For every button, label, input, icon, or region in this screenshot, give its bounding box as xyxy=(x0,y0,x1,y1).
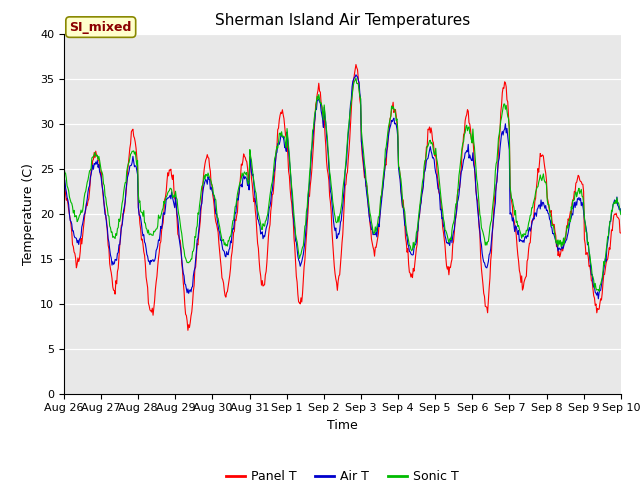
Sonic T xyxy=(214,215,221,220)
Air T xyxy=(214,218,221,224)
Line: Sonic T: Sonic T xyxy=(64,78,621,291)
Air T xyxy=(352,72,360,78)
Air T xyxy=(411,242,419,248)
Line: Air T: Air T xyxy=(64,75,621,299)
Sonic T xyxy=(617,212,625,217)
Sonic T xyxy=(70,207,78,213)
Panel T xyxy=(60,177,68,182)
Panel T xyxy=(185,322,193,328)
Panel T xyxy=(214,229,222,235)
Panel T xyxy=(352,61,360,67)
Air T xyxy=(60,175,68,181)
Title: Sherman Island Air Temperatures: Sherman Island Air Temperatures xyxy=(215,13,470,28)
Panel T xyxy=(184,327,192,333)
Sonic T xyxy=(352,75,360,81)
Air T xyxy=(127,162,135,168)
Panel T xyxy=(70,249,78,255)
Sonic T xyxy=(428,141,435,147)
Panel T xyxy=(127,129,135,134)
Sonic T xyxy=(595,288,603,294)
Sonic T xyxy=(184,260,192,265)
Line: Panel T: Panel T xyxy=(64,64,621,330)
Air T xyxy=(428,148,435,154)
Air T xyxy=(595,296,602,301)
Sonic T xyxy=(411,240,419,246)
Air T xyxy=(617,209,625,215)
Legend: Panel T, Air T, Sonic T: Panel T, Air T, Sonic T xyxy=(221,465,464,480)
Air T xyxy=(70,233,78,239)
Panel T xyxy=(412,253,419,259)
Panel T xyxy=(617,230,625,236)
Panel T xyxy=(428,130,436,135)
X-axis label: Time: Time xyxy=(327,419,358,432)
Text: SI_mixed: SI_mixed xyxy=(70,21,132,34)
Air T xyxy=(184,286,192,292)
Y-axis label: Temperature (C): Temperature (C) xyxy=(22,163,35,264)
Sonic T xyxy=(127,150,135,156)
Sonic T xyxy=(60,164,68,170)
